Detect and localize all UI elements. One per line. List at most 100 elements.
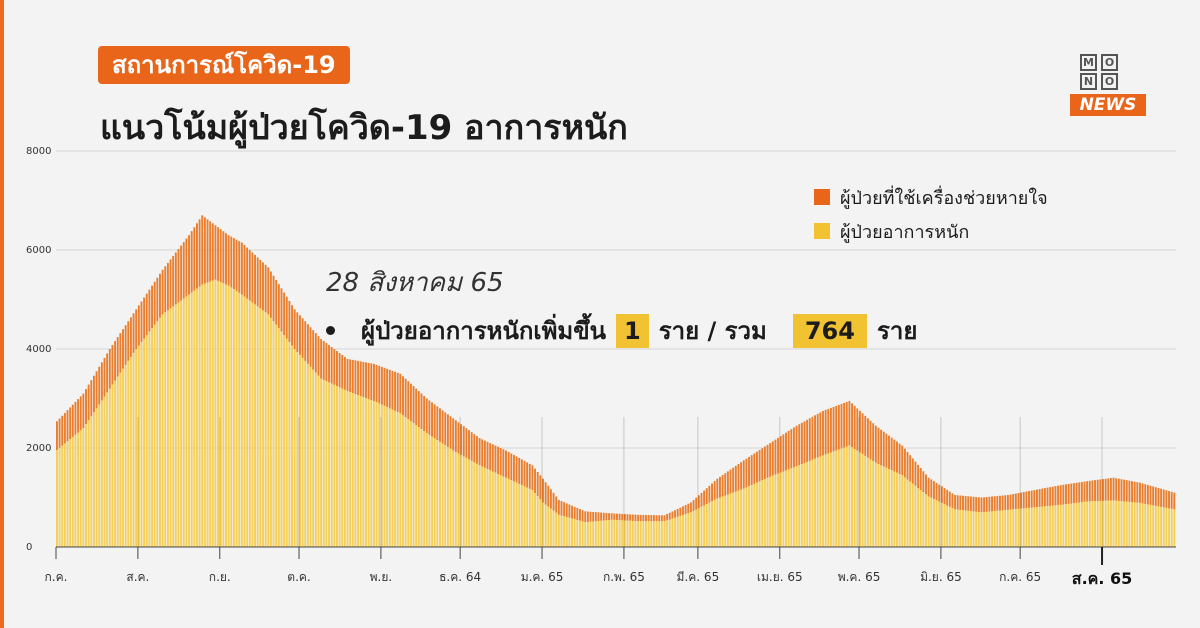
bar-severe	[439, 441, 441, 547]
bar-ventilator	[95, 371, 98, 409]
bar-severe	[774, 474, 777, 547]
bar-ventilator	[174, 252, 177, 305]
bar-severe	[497, 473, 500, 547]
bar-severe	[365, 398, 367, 547]
bar-ventilator	[1086, 481, 1089, 502]
bar-severe	[771, 475, 774, 547]
bar-severe	[542, 502, 544, 547]
bar-severe	[476, 463, 478, 547]
bar-severe	[1115, 500, 1118, 547]
y-tick-label: 2000	[26, 443, 51, 454]
bar-severe	[256, 306, 259, 547]
bar-ventilator	[584, 511, 587, 523]
logo-letter: O	[1101, 54, 1118, 71]
bar-ventilator	[660, 515, 663, 522]
bar-ventilator	[964, 496, 967, 511]
bar-severe	[563, 516, 566, 547]
bar-ventilator	[362, 361, 365, 398]
bar-ventilator	[711, 483, 713, 502]
bar-ventilator	[359, 361, 362, 397]
bar-ventilator	[940, 486, 943, 503]
x-tick-label: ก.พ. 65	[603, 570, 645, 584]
bar-ventilator	[962, 495, 964, 511]
bar-ventilator	[932, 481, 935, 500]
bar-ventilator	[1028, 491, 1030, 508]
bar-severe	[592, 521, 595, 547]
bar-severe	[285, 338, 288, 547]
bar-severe	[198, 286, 201, 547]
bar-ventilator	[666, 514, 669, 521]
bar-ventilator	[1149, 485, 1152, 505]
bar-severe	[988, 511, 991, 547]
bar-severe	[79, 430, 82, 547]
bar-severe	[969, 511, 972, 547]
bar-severe	[639, 521, 642, 547]
bar-severe	[460, 454, 463, 547]
bar-ventilator	[919, 468, 922, 491]
bar-ventilator	[267, 267, 270, 315]
annotation-unit1: ราย / รวม	[658, 317, 767, 345]
bar-severe	[1057, 505, 1060, 547]
bar-severe	[745, 487, 748, 547]
bar-severe	[380, 404, 383, 547]
bar-ventilator	[1038, 489, 1041, 507]
bar-ventilator	[420, 393, 423, 430]
bar-ventilator	[143, 297, 146, 339]
bar-ventilator	[129, 317, 132, 357]
bar-ventilator	[196, 223, 198, 289]
bar-severe	[124, 364, 127, 547]
bar-ventilator	[549, 489, 552, 509]
bar-severe	[742, 488, 745, 547]
bar-severe	[248, 300, 251, 547]
bar-ventilator	[225, 233, 227, 285]
bar-ventilator	[557, 499, 560, 515]
bar-severe	[1102, 500, 1104, 547]
bar-ventilator	[563, 502, 566, 517]
bar-severe	[724, 495, 727, 547]
bar-ventilator	[637, 514, 640, 522]
bar-ventilator	[1170, 491, 1173, 509]
bar-ventilator	[692, 500, 695, 511]
bar-severe	[1123, 501, 1126, 547]
bar-ventilator	[1025, 491, 1028, 509]
bar-ventilator	[518, 457, 521, 484]
bar-severe	[734, 491, 737, 547]
bar-severe	[618, 520, 621, 547]
bar-ventilator	[782, 434, 785, 472]
bar-severe	[1014, 509, 1017, 547]
left-accent-bar	[0, 0, 4, 628]
bar-ventilator	[301, 318, 304, 358]
bar-severe	[1131, 502, 1133, 547]
bar-ventilator	[1109, 478, 1112, 501]
bar-ventilator	[135, 309, 138, 349]
bar-severe	[716, 498, 719, 547]
bar-ventilator	[1014, 493, 1017, 510]
bar-severe	[119, 372, 122, 547]
bar-ventilator	[1157, 487, 1160, 507]
page-title: แนวโน้มผู้ป่วยโควิด-19 อาการหนัก	[100, 108, 628, 148]
bar-ventilator	[1162, 489, 1165, 508]
annotation-unit2: ราย	[876, 317, 918, 345]
bar-severe	[991, 511, 993, 547]
bar-ventilator	[198, 219, 201, 287]
bar-severe	[425, 433, 428, 547]
bar-ventilator	[69, 407, 72, 440]
bar-ventilator	[182, 242, 185, 299]
bar-severe	[819, 456, 822, 547]
bar-ventilator	[283, 292, 286, 336]
bar-ventilator	[621, 513, 624, 521]
bar-ventilator	[338, 352, 341, 388]
bar-severe	[1046, 506, 1049, 547]
bar-ventilator	[1022, 492, 1025, 509]
bar-ventilator	[296, 312, 299, 352]
bar-ventilator	[896, 441, 898, 473]
bar-ventilator	[193, 227, 196, 291]
bar-severe	[1012, 509, 1015, 547]
bar-ventilator	[264, 264, 267, 313]
bar-severe	[930, 497, 933, 547]
bar-severe	[822, 455, 824, 547]
bar-ventilator	[631, 514, 634, 521]
bar-severe	[372, 400, 375, 547]
bar-severe	[668, 519, 671, 547]
bar-severe	[586, 522, 589, 547]
